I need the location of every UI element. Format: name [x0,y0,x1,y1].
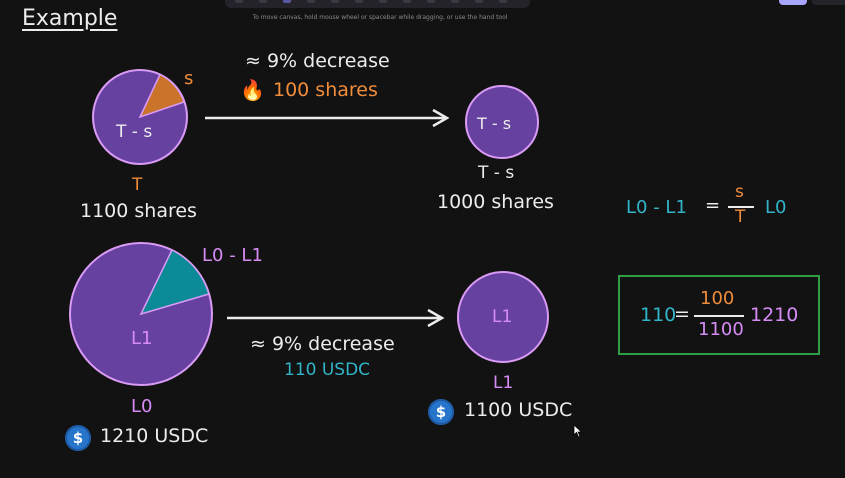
top-result-symbol: T - s [478,163,515,183]
numeric-denominator: 1100 [698,319,744,340]
numeric-equals: = [674,303,690,325]
top-caption-value: 1100 shares [80,200,197,222]
top-result-value: 1000 shares [437,191,554,213]
tool-icon[interactable] [427,0,435,3]
top-arrow-head [432,108,450,128]
tool-icon[interactable] [475,0,483,3]
page-title: Example [22,6,118,31]
formula-numerator: s [735,182,744,202]
usdc-coin-icon: $ [65,425,91,451]
usdc-coin-icon: $ [428,399,454,425]
bottom-caption-value: 1210 USDC [100,425,209,447]
numeric-numerator: 100 [700,288,735,309]
bottom-rest-label: L1 [131,328,153,349]
formula-fraction-bar [728,206,754,208]
bottom-arrow-head [427,308,445,328]
top-caption-symbol: T [132,175,143,195]
canvas-hint: To move canvas, hold mouse wheel or spac… [252,14,508,21]
tool-icon[interactable] [499,0,507,3]
numeric-fraction-bar [694,315,744,317]
share-button[interactable] [779,0,807,5]
tool-icon[interactable] [403,0,411,3]
top-amount-label: 100 shares [273,79,378,101]
numeric-formula-box [618,275,820,355]
bottom-result-value: 1100 USDC [464,399,573,421]
canvas-toolbar[interactable] [225,0,530,8]
top-rest-label: T - s [116,122,153,142]
formula-denominator: T [735,207,746,227]
formula-lhs: L0 - L1 [626,197,687,218]
bottom-result-symbol: L1 [493,373,514,393]
bottom-amount-label: 110 USDC [284,360,371,380]
top-result-label: T - s [477,114,512,133]
bottom-result-label: L1 [492,307,513,327]
formula-equals: = [705,195,721,216]
bottom-decrease-label: ≈ 9% decrease [250,333,395,355]
tool-icon[interactable] [307,0,315,3]
bottom-caption-symbol: L0 [131,396,153,417]
top-slice-label: s [184,68,194,89]
fire-icon: 🔥 [240,78,265,102]
tool-icon[interactable] [331,0,339,3]
bottom-pie-slice [139,248,210,316]
numeric-rhs: 1210 [750,304,799,326]
numeric-lhs: 110 [640,304,677,326]
tool-icon[interactable] [451,0,459,3]
library-button[interactable] [812,0,845,5]
tool-icon[interactable] [259,0,267,3]
bottom-slice-label: L0 - L1 [202,245,263,266]
tool-icon[interactable] [355,0,363,3]
formula-rhs: L0 [765,197,787,218]
top-result-circle [465,85,539,159]
hand-tool-icon[interactable] [283,0,291,3]
top-pie-slice-s [138,73,185,119]
bottom-result-circle [457,271,549,363]
tool-icon[interactable] [235,0,243,3]
mouse-cursor-icon [573,424,583,438]
tool-icon[interactable] [379,0,387,3]
top-decrease-label: ≈ 9% decrease [245,50,390,72]
